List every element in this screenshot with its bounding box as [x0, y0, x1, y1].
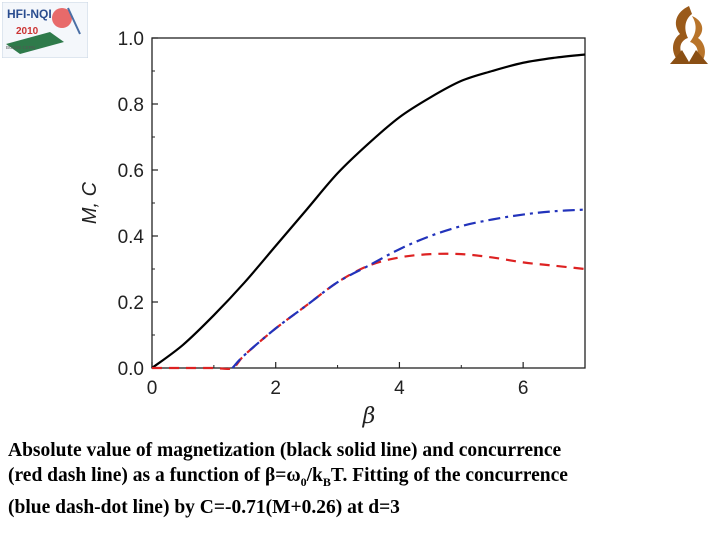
conference-logo: HFI-NQI 2010 BOLDE CERN	[2, 2, 88, 58]
caption-line-1: Absolute value of magnetization (black s…	[8, 440, 562, 461]
caption-subscript-zero: 0	[300, 474, 307, 489]
x-tick-label: 2	[270, 378, 281, 399]
x-axis-title: β	[362, 404, 376, 429]
caption-line-2: (red dash line) as a function of β=ω0/kB…	[8, 463, 714, 495]
fit-dash-dot-line	[231, 208, 586, 369]
caption-line-2-end: T. Fitting of the concurrence	[330, 465, 568, 486]
y-tick-label: 0.6	[118, 161, 144, 182]
y-tick-label: 0.8	[118, 95, 144, 116]
axis-ticks: 0 2 4 6 0.0 0.2 0.4 0.6 0.8 1.0	[118, 29, 529, 399]
institute-emblem-logo	[670, 6, 708, 64]
caption-line-3: (blue dash-dot line) by C=-0.71(M+0.26) …	[8, 496, 400, 518]
logo-red-sphere	[52, 8, 72, 28]
x-tick-label: 4	[394, 378, 405, 399]
y-axis-title: M, C	[79, 181, 101, 224]
logo-place-text: BOLDE CERN	[6, 45, 35, 50]
caption-line-2-mid: /k	[306, 465, 323, 486]
logo-green-bar	[6, 32, 64, 54]
y-tick-label: 0.0	[118, 359, 144, 380]
x-tick-label: 6	[518, 378, 529, 399]
plot-area-border	[151, 37, 586, 369]
plot-frame	[151, 37, 586, 369]
caption-line-2-start: (red dash line) as a function of β=ω	[8, 465, 301, 486]
magnetization-solid-line	[151, 53, 586, 369]
caption-subscript-b: B	[322, 474, 331, 489]
logo-title-text: HFI-NQI	[7, 7, 52, 21]
y-tick-label: 0.2	[118, 293, 144, 314]
concurrence-dash-line	[152, 252, 586, 371]
y-tick-label: 0.4	[118, 227, 145, 248]
y-tick-label: 1.0	[118, 29, 144, 50]
x-tick-label: 0	[147, 378, 158, 399]
line-chart: 0 2 4 6 0.0 0.2 0.4 0.6 0.8 1.0 M, C β	[79, 29, 586, 429]
figure-caption: Absolute value of magnetization (black s…	[8, 438, 714, 520]
logo-year-text: 2010	[16, 26, 39, 37]
series-lines	[151, 53, 586, 371]
